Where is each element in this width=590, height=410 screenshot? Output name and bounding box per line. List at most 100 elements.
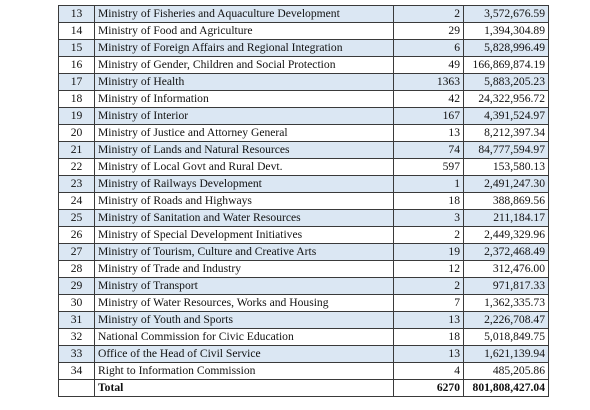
row-number-cell: 33 — [58, 345, 95, 363]
row-number-cell: 20 — [58, 124, 95, 142]
row-number-cell: 30 — [58, 294, 95, 312]
row-number-cell: 25 — [58, 209, 95, 227]
table-row: 22 Ministry of Local Govt and Rural Devt.… — [58, 158, 549, 176]
table-row: 29 Ministry of Transport 2 971,817.33 — [58, 277, 549, 295]
row-name-cell: Ministry of Roads and Highways — [94, 192, 394, 210]
row-count-cell: 2 — [393, 277, 464, 295]
table-row: 19 Ministry of Interior 167 4,391,524.97 — [58, 107, 549, 125]
row-amount-cell: 312,476.00 — [463, 260, 549, 278]
row-amount-cell: 2,449,329.96 — [463, 226, 549, 244]
row-name-cell: National Commission for Civic Education — [94, 328, 394, 346]
row-count-cell: 1 — [393, 175, 464, 193]
row-amount-cell: 84,777,594.97 — [463, 141, 549, 159]
row-name-cell: Ministry of Food and Agriculture — [94, 22, 394, 40]
row-count-cell: 3 — [393, 209, 464, 227]
row-amount-cell: 1,362,335.73 — [463, 294, 549, 312]
row-count-cell: 13 — [393, 311, 464, 329]
row-count-cell: 6 — [393, 39, 464, 57]
row-count-cell: 7 — [393, 294, 464, 312]
table-row: 25 Ministry of Sanitation and Water Resou… — [58, 209, 549, 227]
table-row: 34 Right to Information Commission 4 485,20… — [58, 362, 549, 380]
row-name-cell: Right to Information Commission — [94, 362, 394, 380]
table-row: 24 Ministry of Roads and Highways 18 388,86… — [58, 192, 549, 210]
row-amount-cell: 388,869.56 — [463, 192, 549, 210]
row-number-cell: 22 — [58, 158, 95, 176]
row-amount-cell: 971,817.33 — [463, 277, 549, 295]
row-amount-cell: 153,580.13 — [463, 158, 549, 176]
row-number-cell: 21 — [58, 141, 95, 159]
row-number-cell: 32 — [58, 328, 95, 346]
row-number-cell: 13 — [58, 5, 95, 23]
table-row: 15 Ministry of Foreign Affairs and Region… — [58, 39, 549, 57]
row-count-cell: 18 — [393, 192, 464, 210]
table-row: 28 Ministry of Trade and Industry 12 312,47… — [58, 260, 549, 278]
row-name-cell: Ministry of Justice and Attorney General — [94, 124, 394, 142]
total-label: Total — [94, 379, 394, 397]
row-number-cell: 23 — [58, 175, 95, 193]
row-name-cell: Ministry of Youth and Sports — [94, 311, 394, 329]
table-row: 33 Office of the Head of Civil Service 13 1… — [58, 345, 549, 363]
row-name-cell: Ministry of Fisheries and Aquaculture De… — [94, 5, 394, 23]
table-body: 13 Ministry of Fisheries and Aquaculture … — [58, 5, 549, 397]
total-count: 6270 — [393, 379, 464, 397]
row-count-cell: 13 — [393, 345, 464, 363]
table-row: 31 Ministry of Youth and Sports 13 2,226,70… — [58, 311, 549, 329]
table-row: 30 Ministry of Water Resources, Works and… — [58, 294, 549, 312]
ministry-allocation-table: 13 Ministry of Fisheries and Aquaculture … — [58, 5, 549, 397]
row-count-cell: 13 — [393, 124, 464, 142]
table-row: 17 Ministry of Health 1363 5,883,205.23 — [58, 73, 549, 91]
row-number-cell: 19 — [58, 107, 95, 125]
row-number-cell: 17 — [58, 73, 95, 91]
row-amount-cell: 3,572,676.59 — [463, 5, 549, 23]
row-amount-cell: 2,372,468.49 — [463, 243, 549, 261]
table-row: 13 Ministry of Fisheries and Aquaculture … — [58, 5, 549, 23]
row-name-cell: Ministry of Interior — [94, 107, 394, 125]
row-name-cell: Ministry of Special Development Initiati… — [94, 226, 394, 244]
total-number-cell — [58, 379, 95, 397]
total-row: Total 6270 801,808,427.04 — [58, 379, 549, 397]
row-number-cell: 24 — [58, 192, 95, 210]
row-name-cell: Ministry of Gender, Children and Social … — [94, 56, 394, 74]
table-row: 27 Ministry of Tourism, Culture and Creat… — [58, 243, 549, 261]
row-name-cell: Office of the Head of Civil Service — [94, 345, 394, 363]
row-amount-cell: 5,018,849.75 — [463, 328, 549, 346]
row-number-cell: 28 — [58, 260, 95, 278]
row-name-cell: Ministry of Information — [94, 90, 394, 108]
row-name-cell: Ministry of Local Govt and Rural Devt. — [94, 158, 394, 176]
row-count-cell: 42 — [393, 90, 464, 108]
row-count-cell: 12 — [393, 260, 464, 278]
row-number-cell: 26 — [58, 226, 95, 244]
row-number-cell: 18 — [58, 90, 95, 108]
row-amount-cell: 24,322,956.72 — [463, 90, 549, 108]
row-count-cell: 597 — [393, 158, 464, 176]
row-number-cell: 34 — [58, 362, 95, 380]
table-row: 16 Ministry of Gender, Children and Socia… — [58, 56, 549, 74]
row-count-cell: 29 — [393, 22, 464, 40]
row-amount-cell: 5,883,205.23 — [463, 73, 549, 91]
row-amount-cell: 2,226,708.47 — [463, 311, 549, 329]
row-name-cell: Ministry of Trade and Industry — [94, 260, 394, 278]
row-number-cell: 27 — [58, 243, 95, 261]
row-number-cell: 14 — [58, 22, 95, 40]
table-row: 23 Ministry of Railways Development 1 2,491… — [58, 175, 549, 193]
row-name-cell: Ministry of Water Resources, Works and H… — [94, 294, 394, 312]
row-count-cell: 2 — [393, 226, 464, 244]
row-amount-cell: 1,621,139.94 — [463, 345, 549, 363]
row-number-cell: 29 — [58, 277, 95, 295]
row-number-cell: 15 — [58, 39, 95, 57]
row-name-cell: Ministry of Sanitation and Water Resourc… — [94, 209, 394, 227]
table-row: 32 National Commission for Civic Educatio… — [58, 328, 549, 346]
table-row: 26 Ministry of Special Development Initia… — [58, 226, 549, 244]
row-name-cell: Ministry of Railways Development — [94, 175, 394, 193]
total-amount: 801,808,427.04 — [463, 379, 549, 397]
row-count-cell: 167 — [393, 107, 464, 125]
row-count-cell: 4 — [393, 362, 464, 380]
row-amount-cell: 485,205.86 — [463, 362, 549, 380]
row-amount-cell: 5,828,996.49 — [463, 39, 549, 57]
row-amount-cell: 2,491,247.30 — [463, 175, 549, 193]
table-row: 20 Ministry of Justice and Attorney Gener… — [58, 124, 549, 142]
row-name-cell: Ministry of Tourism, Culture and Creativ… — [94, 243, 394, 261]
row-name-cell: Ministry of Transport — [94, 277, 394, 295]
table-row: 14 Ministry of Food and Agriculture 29 1,39… — [58, 22, 549, 40]
